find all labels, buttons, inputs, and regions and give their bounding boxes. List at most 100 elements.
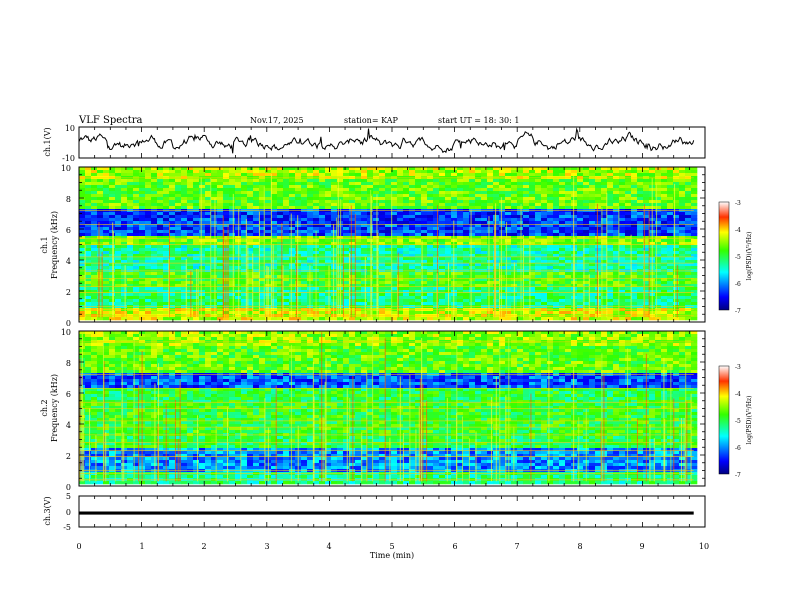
- spectrogram-cell: [655, 257, 662, 261]
- spectrogram-cell: [271, 260, 278, 264]
- spectrogram-cell: [367, 206, 374, 210]
- spectrogram-cell: [445, 167, 452, 171]
- spectrogram-cell: [187, 185, 194, 189]
- spectrogram-cell: [271, 221, 278, 225]
- spectrogram-cell: [409, 284, 416, 288]
- spectrogram-cell: [421, 218, 428, 222]
- station-label: station= KAP: [344, 116, 399, 125]
- spectrogram-cell: [319, 230, 326, 234]
- spectrogram-cell: [157, 299, 164, 303]
- spectrogram-cell: [445, 260, 452, 264]
- spectrogram-cell: [625, 287, 632, 291]
- spectrogram-cell: [643, 200, 650, 204]
- spectrogram-cell: [565, 239, 572, 243]
- spectrogram-cell: [493, 185, 500, 189]
- spectrogram-cell: [535, 218, 542, 222]
- spectrogram-cell: [343, 182, 350, 186]
- spectrogram-cell: [595, 173, 602, 177]
- ch1-spectrogram-panel: 10 8 6 4 2 0 ch.1 Frequency (kHz) -3 -4 …: [40, 164, 753, 328]
- spectrogram-cell: [409, 200, 416, 204]
- spectrogram-cell: [235, 215, 242, 219]
- spectrogram-cell: [355, 317, 362, 321]
- spectrogram-cell: [331, 200, 338, 204]
- spectrogram-cell: [445, 221, 452, 225]
- spectrogram-cell: [589, 260, 596, 264]
- spectrogram-cell: [469, 170, 476, 174]
- spectrogram-cell: [241, 185, 248, 189]
- spectrogram-cell: [463, 266, 470, 270]
- spectrogram-cell: [151, 170, 158, 174]
- spectrogram-cell: [409, 254, 416, 258]
- spectrogram-cell: [361, 263, 368, 267]
- spectrogram-cell: [241, 263, 248, 267]
- spectrogram-cell: [541, 260, 548, 264]
- spectrogram-cell: [193, 263, 200, 267]
- spectrogram-cell: [97, 182, 104, 186]
- spectrogram-cell: [415, 311, 422, 315]
- spectrogram-cell: [181, 311, 188, 315]
- spectrogram-cell: [157, 293, 164, 297]
- spectrogram-cell: [535, 257, 542, 261]
- spectrogram-cell: [175, 266, 182, 270]
- spectrogram-cell: [523, 227, 530, 231]
- spectrogram-cell: [229, 200, 236, 204]
- spectrogram-cell: [97, 173, 104, 177]
- spectrogram-cell: [457, 215, 464, 219]
- spectrogram-cell: [631, 263, 638, 267]
- spectrogram-cell: [655, 191, 662, 195]
- spectrogram-cell: [661, 233, 668, 237]
- spectrogram-cell: [463, 200, 470, 204]
- spectrogram-cell: [139, 302, 146, 306]
- spectrogram-cell: [619, 197, 626, 201]
- spectrogram-cell: [109, 194, 116, 198]
- spectrogram-cell: [295, 185, 302, 189]
- spectrogram-cell: [253, 167, 260, 171]
- spectrogram-cell: [211, 302, 218, 306]
- spectrogram-cell: [457, 260, 464, 264]
- spectrogram-cell: [145, 275, 152, 279]
- spectrogram-cell: [313, 221, 320, 225]
- spectrogram-cell: [151, 221, 158, 225]
- spectrogram-cell: [265, 242, 272, 246]
- spectrogram-cell: [109, 281, 116, 285]
- spectrogram-cell: [343, 236, 350, 240]
- spectrogram-cell: [595, 266, 602, 270]
- spectrogram-cell: [349, 182, 356, 186]
- spectrogram-cell: [121, 233, 128, 237]
- spectrogram-cell: [625, 278, 632, 282]
- spectrogram-cell: [259, 224, 266, 228]
- spectrogram-cell: [523, 245, 530, 249]
- spectrogram-cell: [577, 257, 584, 261]
- spectrogram-cell: [601, 239, 608, 243]
- spectrogram-cell: [319, 317, 326, 321]
- spectrogram-cell: [145, 248, 152, 252]
- spectrogram-cell: [517, 182, 524, 186]
- spectrogram-cell: [157, 227, 164, 231]
- spectrogram-cell: [217, 293, 224, 297]
- spectrogram-cell: [565, 317, 572, 321]
- spectrogram-cell: [151, 290, 158, 294]
- spectrogram-cell: [571, 233, 578, 237]
- spectrogram-cell: [481, 257, 488, 261]
- spectrogram-cell: [247, 263, 254, 267]
- spectrogram-cell: [553, 302, 560, 306]
- spectrogram-cell: [277, 230, 284, 234]
- spectrogram-cell: [475, 281, 482, 285]
- spectrogram-cell: [469, 290, 476, 294]
- spectrogram-cell: [277, 212, 284, 216]
- spectrogram-cell: [601, 230, 608, 234]
- spectrogram-cell: [643, 179, 650, 183]
- spectrogram-cell: [79, 281, 86, 285]
- spectrogram-cell: [613, 299, 620, 303]
- spectrogram-cell: [625, 296, 632, 300]
- spectrogram-cell: [139, 200, 146, 204]
- spectrogram-cell: [223, 182, 230, 186]
- spectrogram-cell: [559, 257, 566, 261]
- spectrogram-cell: [331, 242, 338, 246]
- spectrogram-cell: [391, 278, 398, 282]
- spectrogram-cell: [379, 206, 386, 210]
- spectrogram-cell: [331, 278, 338, 282]
- spectrogram-cell: [343, 239, 350, 243]
- spectrogram-cell: [79, 266, 86, 270]
- spectrogram-cell: [607, 236, 614, 240]
